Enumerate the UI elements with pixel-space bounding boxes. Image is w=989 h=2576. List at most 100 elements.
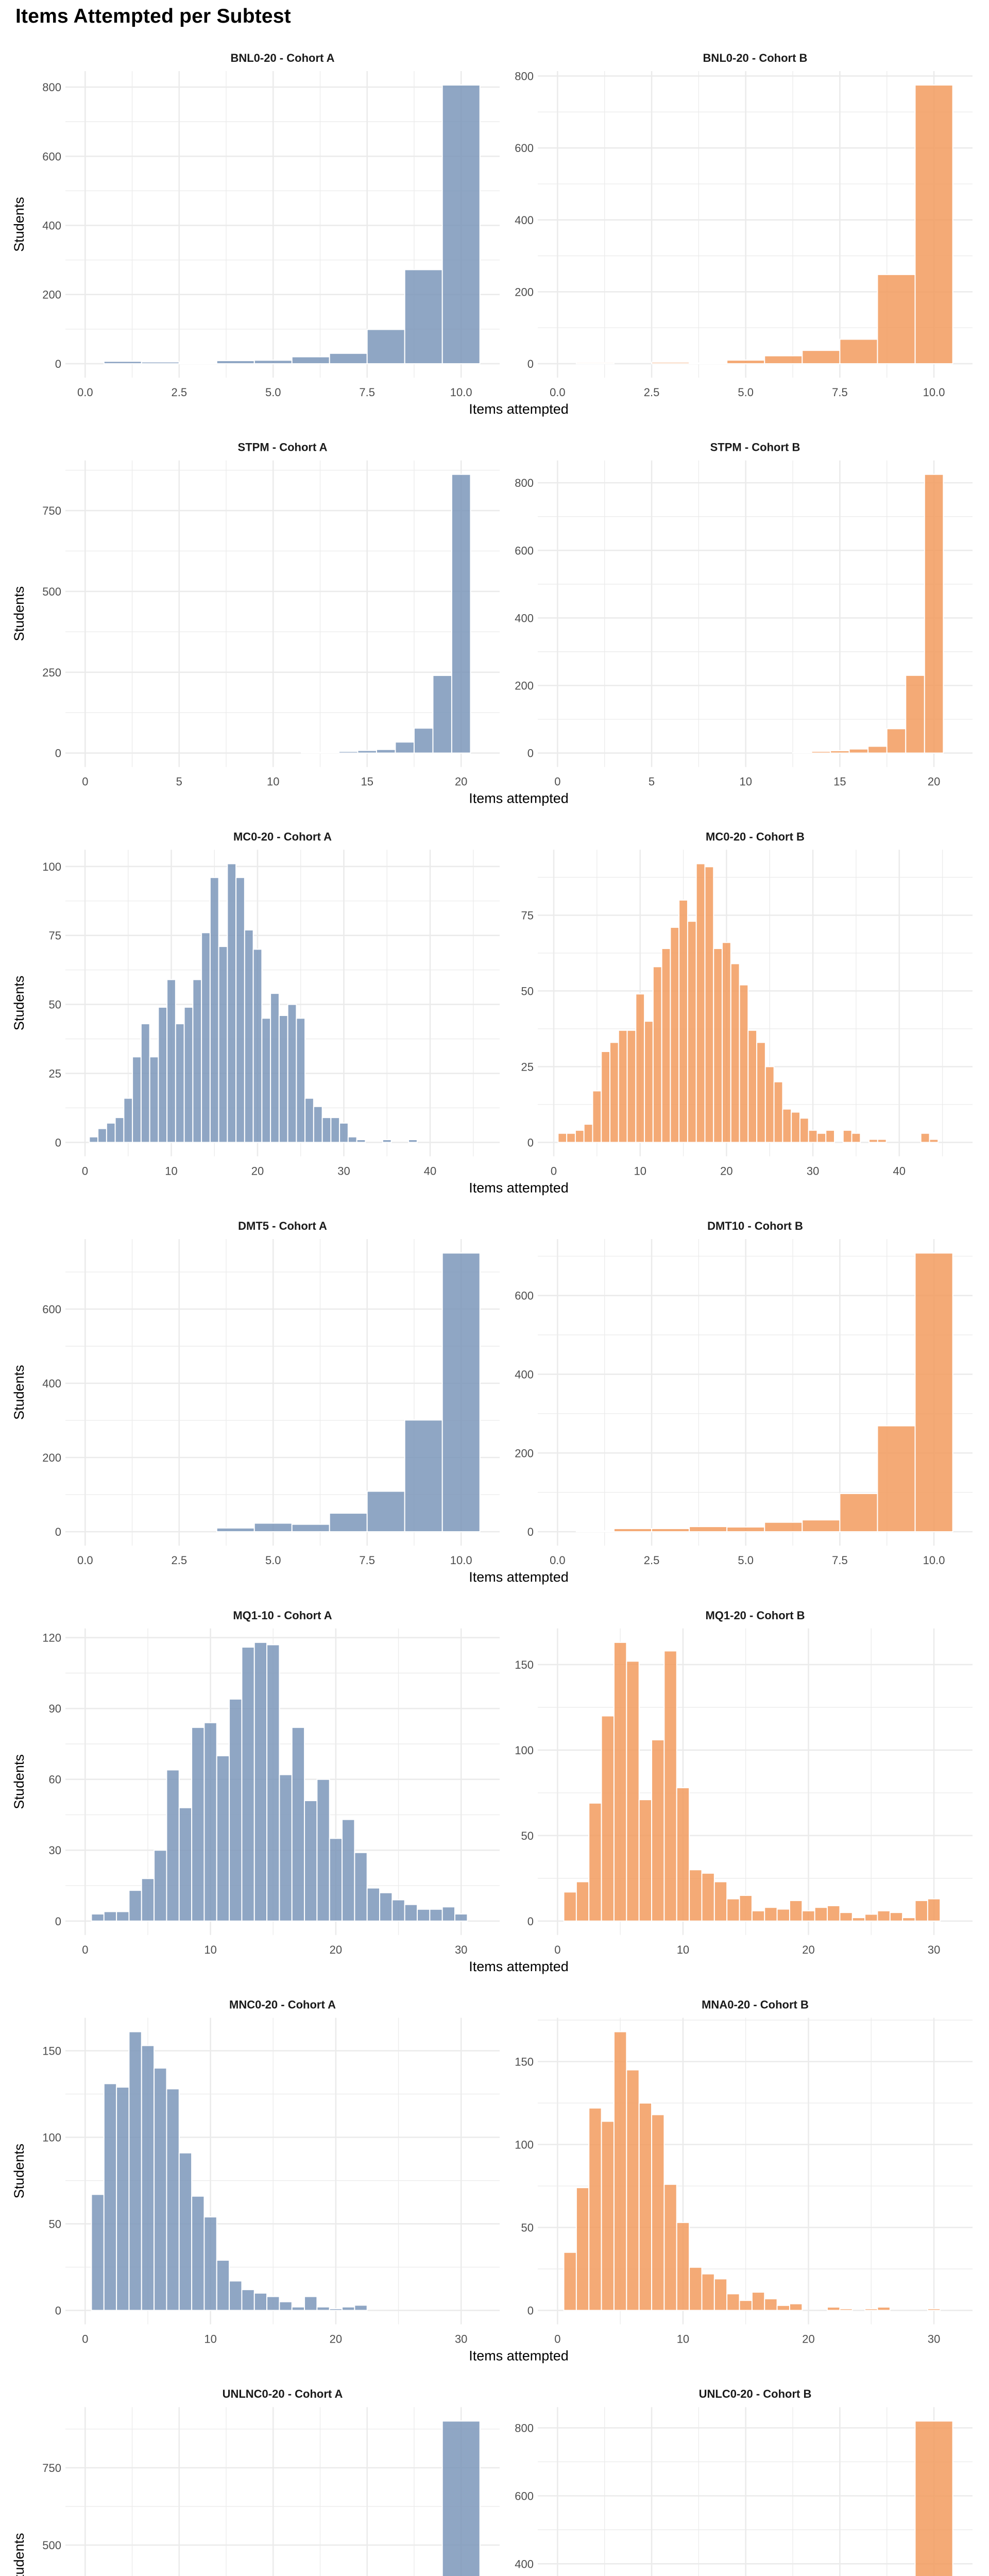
histogram-bar <box>848 748 869 754</box>
histogram-bar <box>695 863 706 1143</box>
x-tick-label: 40 <box>893 1164 906 1177</box>
histogram-bar <box>747 1029 758 1143</box>
histogram-bar <box>726 359 765 364</box>
x-tick-label: 20 <box>802 1943 814 1956</box>
y-tick-label: 200 <box>42 289 61 301</box>
x-tick-label: 30 <box>928 2333 940 2346</box>
histogram-bar <box>183 1006 194 1143</box>
histogram-bar <box>644 1021 654 1143</box>
histogram-bar <box>266 2296 280 2311</box>
x-tick-label: 30 <box>928 1943 940 1956</box>
histogram-bar <box>203 2216 217 2311</box>
histogram-bar <box>914 1900 928 1922</box>
panel-title: MNA0-20 - Cohort B <box>702 1998 809 2011</box>
histogram-bar <box>914 84 953 364</box>
histogram-bar <box>726 1526 765 1533</box>
histogram-bar <box>877 274 916 364</box>
histogram-bar <box>583 1124 593 1143</box>
y-tick-label: 800 <box>42 81 61 94</box>
histogram-bar <box>764 1907 778 1922</box>
histogram-bar <box>816 1132 827 1143</box>
histogram-bar <box>814 1907 828 1922</box>
histogram-bar <box>454 1913 468 1922</box>
histogram-bar <box>354 2304 368 2311</box>
histogram-bar <box>417 1908 431 1922</box>
histogram-bar <box>366 1490 405 1533</box>
y-tick-label: 25 <box>521 1060 534 1073</box>
y-tick-label: 150 <box>515 1658 534 1671</box>
x-tick-label: 2.5 <box>171 1554 187 1567</box>
x-axis-label: Items attempted <box>469 1180 569 1195</box>
x-tick-label: 2.5 <box>171 386 187 399</box>
histogram-bar <box>839 1912 853 1922</box>
page-title: Items Attempted per Subtest <box>15 5 291 27</box>
histogram-bar <box>175 1023 185 1143</box>
histogram-bar <box>927 2308 941 2311</box>
x-tick-label: 10 <box>267 775 279 788</box>
histogram-bar <box>867 745 888 754</box>
histogram-bar <box>270 993 280 1143</box>
y-tick-label: 0 <box>55 358 61 370</box>
histogram-bar <box>689 1526 728 1533</box>
x-axis-label: Items attempted <box>469 2348 569 2364</box>
y-tick-label: 250 <box>42 666 61 679</box>
histogram-bar <box>329 352 368 364</box>
y-tick-label: 0 <box>527 747 534 760</box>
y-axis-label: Students <box>11 1365 27 1420</box>
histogram-bar <box>103 361 142 364</box>
x-tick-label: 5 <box>649 775 655 788</box>
histogram-bar <box>701 1872 715 1922</box>
x-tick-label: 15 <box>361 775 373 788</box>
x-tick-label: 7.5 <box>832 1554 848 1567</box>
histogram-bar <box>877 1910 891 1922</box>
y-tick-label: 400 <box>515 2557 534 2570</box>
histogram-bar <box>751 1910 765 1922</box>
histogram-bar <box>347 1136 357 1143</box>
histogram-bar <box>789 1900 803 1922</box>
histogram-bar <box>253 2292 268 2311</box>
histogram-bar <box>316 2306 330 2311</box>
y-tick-label: 50 <box>49 998 61 1011</box>
histogram-bar <box>575 1530 615 1533</box>
x-tick-label: 5.0 <box>738 1554 754 1567</box>
histogram-bar <box>676 1787 690 1922</box>
x-tick-label: 10 <box>677 1943 689 1956</box>
x-tick-label: 10.0 <box>923 1554 945 1567</box>
histogram-bar <box>429 1908 443 1922</box>
y-tick-label: 0 <box>55 747 61 760</box>
x-tick-label: 10 <box>165 1164 177 1177</box>
histogram-bar <box>651 1739 665 1922</box>
x-tick-label: 0.0 <box>550 386 566 399</box>
panel-title: STPM - Cohort B <box>710 441 800 454</box>
y-tick-label: 0 <box>55 2304 61 2317</box>
y-tick-label: 75 <box>521 909 534 922</box>
x-tick-label: 10.0 <box>450 386 472 399</box>
histogram-bar <box>877 1425 916 1533</box>
histogram-bar <box>851 1917 866 1922</box>
histogram-bar <box>626 1660 640 1922</box>
histogram-bar <box>97 1128 107 1143</box>
histogram-bar <box>287 1004 297 1143</box>
histogram-bar <box>342 1819 355 1922</box>
histogram-bar <box>802 350 841 364</box>
histogram-bar <box>626 1029 637 1143</box>
y-tick-label: 600 <box>515 2489 534 2502</box>
x-tick-label: 2.5 <box>644 1554 660 1567</box>
y-axis-label: Students <box>11 2144 27 2199</box>
histogram-bar <box>141 361 180 364</box>
y-tick-label: 800 <box>515 477 534 489</box>
histogram-bar <box>739 1894 753 1922</box>
histogram-bar <box>575 2187 590 2311</box>
histogram-bar <box>441 1906 456 1922</box>
histogram-bar <box>689 2266 703 2311</box>
y-tick-label: 400 <box>42 219 61 232</box>
panel-dmt10-cohort-b: 0 200 400 600 0.0 2.5 5.0 7.5 10.0 DMT10 - Cohort… <box>469 1219 973 1585</box>
histogram-bar <box>379 1892 393 1922</box>
panel-title: DMT10 - Cohort B <box>707 1219 803 1232</box>
histogram-bar <box>592 1090 602 1143</box>
histogram-bar <box>128 1890 142 1922</box>
histogram-bar <box>218 946 228 1143</box>
y-tick-label: 25 <box>49 1067 61 1080</box>
